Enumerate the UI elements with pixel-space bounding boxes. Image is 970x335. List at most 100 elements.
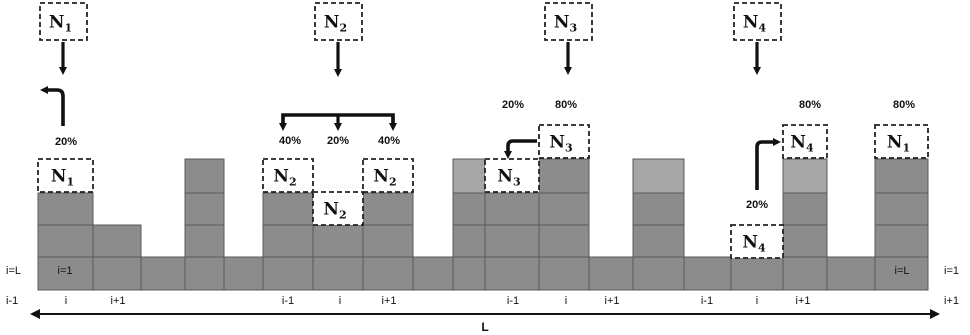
label-left-lower: i-1 [6,295,18,307]
pct-n1-up: 20% [55,136,77,148]
hop-arrow-n1-out [40,86,65,126]
dashed-box [874,124,929,159]
lattice-block [632,192,685,226]
lattice-block [730,256,784,291]
lattice-block [538,224,590,258]
site-label-n3-stay: N3 [538,124,590,159]
bottom-indices: i i+1 i-1 i i+1 i-1 i i+1 i-1 i i+1 [65,295,811,307]
label-right-lower: i+1 [944,295,959,307]
lattice-block [362,192,414,226]
site-label-n2-left: N2 [262,158,314,193]
lattice-block [262,256,314,291]
dashed-box [538,124,590,159]
bottom-index-label: i-1 [507,295,519,307]
lattice-block [484,192,540,226]
lattice-block [362,256,414,291]
lattice-block [874,158,929,194]
label-right-upper: i=1 [944,265,959,277]
lattice-block [484,224,540,258]
pct-n4-up: 20% [746,199,768,211]
dashed-box [782,124,828,159]
pct-n3-stay: 80% [555,99,577,111]
lattice-block [874,256,929,291]
lattice-block [782,158,828,194]
dashed-box [39,2,88,41]
dashed-box [37,158,94,193]
dashed-box [484,158,540,193]
pct-n2-right: 40% [378,135,400,147]
lattice-block [312,256,364,291]
bottom-index-label: i [65,295,67,307]
hop-arrow-n3-left [504,139,537,159]
lattice-block [37,256,94,291]
lattice-block [538,256,590,291]
dashed-box [362,158,414,193]
lattice-block [452,256,486,291]
top-label-n4: N4 [733,2,782,41]
lattice-block [37,192,94,226]
lattice-block [538,158,590,194]
site-label-n1-wrap: N1 [874,124,929,159]
lattice-block [484,256,540,291]
lattice-block [874,192,929,226]
pct-n4-stay: 80% [799,99,821,111]
lattice-block [452,158,486,194]
lattice-block [588,256,634,291]
label-first-cell: i=1 [58,265,73,277]
bottom-index-label: i-1 [701,295,713,307]
pct-n1-wrap: 80% [893,99,915,111]
lattice-block [184,158,225,194]
lattice-block [184,224,225,258]
lattice-block [312,224,364,258]
lattice-block [262,192,314,226]
lattice-block [362,224,414,258]
bottom-index-label: i [565,295,567,307]
top-label-n1: N1 [39,2,88,41]
lattice-block [223,256,264,291]
dashed-box [312,191,364,226]
column-blocks [37,158,929,291]
lattice-block [184,192,225,226]
lattice-block [632,224,685,258]
dashed-box [262,158,314,193]
bottom-index-label: i-1 [282,295,294,307]
site-label-n2-mid: N2 [312,191,364,226]
dashed-box [314,2,363,41]
lattice-block [826,256,876,291]
bottom-index-label: i+1 [605,295,620,307]
label-last-cell: i=L [895,265,910,277]
dashed-box [733,2,782,41]
site-label-n3-left: N3 [484,158,540,193]
bottom-index-label: i+1 [796,295,811,307]
dashed-box [544,2,593,41]
bottom-index-label: i [756,295,758,307]
lattice-block [262,224,314,258]
top-label-n2: N2 [314,2,363,41]
lattice-block [874,224,929,258]
site-label-n1-left: N1 [37,158,94,193]
length-label: L [481,320,488,334]
lattice-block [92,224,142,258]
length-arrow-left-icon [30,309,40,319]
lattice-block [538,192,590,226]
lattice-block [140,256,186,291]
lattice-block [683,256,732,291]
lattice-block [184,256,225,291]
lattice-block [452,192,486,226]
pct-n3-left: 20% [502,99,524,111]
dashed-box [730,224,784,259]
length-arrow-right-icon [930,309,940,319]
bottom-index-label: i+1 [382,295,397,307]
lattice-block [632,256,685,291]
site-label-n4-stay: N4 [782,124,828,159]
lattice-block [782,224,828,258]
bottom-index-label: i [339,295,341,307]
lattice-block [782,192,828,226]
lattice-block [92,256,142,291]
site-label-n4-base: N4 [730,224,784,259]
lattice-block [452,224,486,258]
hop-arrow-n4-up [755,138,781,190]
